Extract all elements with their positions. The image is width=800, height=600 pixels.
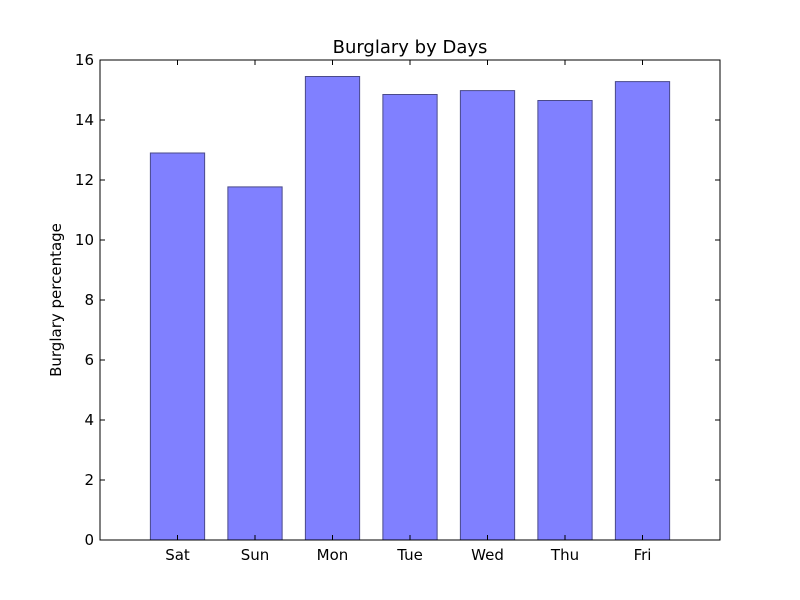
bar-fri <box>614 81 671 541</box>
x-tick-label: Sat <box>165 546 190 564</box>
x-ticks-group: Sat Sun Mon Tue Wed Thu Fri <box>165 60 651 564</box>
bar-mon <box>304 76 361 541</box>
x-tick-label: Thu <box>550 546 579 564</box>
y-tick-label: 12 <box>75 171 94 189</box>
chart-title: Burglary by Days <box>333 37 488 58</box>
y-tick-label: 10 <box>75 231 94 249</box>
bar-sat <box>149 152 206 541</box>
x-tick-label: Fri <box>634 546 652 564</box>
y-tick-label: 8 <box>84 291 94 309</box>
bar-sun <box>227 186 283 541</box>
y-tick-label: 6 <box>84 351 94 369</box>
y-axis-label: Burglary percentage <box>47 223 65 377</box>
x-tick-label: Mon <box>317 546 349 564</box>
plot-frame <box>99 59 721 541</box>
y-tick-label: 2 <box>84 471 94 489</box>
bar-tue <box>382 94 438 541</box>
x-tick-label: Wed <box>471 546 504 564</box>
x-tick-label: Tue <box>396 546 423 564</box>
bars-group <box>149 76 671 541</box>
x-tick-label: Sun <box>241 546 270 564</box>
bar-thu <box>537 100 593 541</box>
bar-wed <box>459 90 516 541</box>
y-tick-label: 16 <box>75 51 94 69</box>
y-tick-label: 14 <box>75 111 94 129</box>
y-tick-label: 0 <box>84 531 94 549</box>
y-ticks-group: 0 2 4 6 8 10 12 14 16 <box>75 51 720 549</box>
y-tick-label: 4 <box>84 411 94 429</box>
